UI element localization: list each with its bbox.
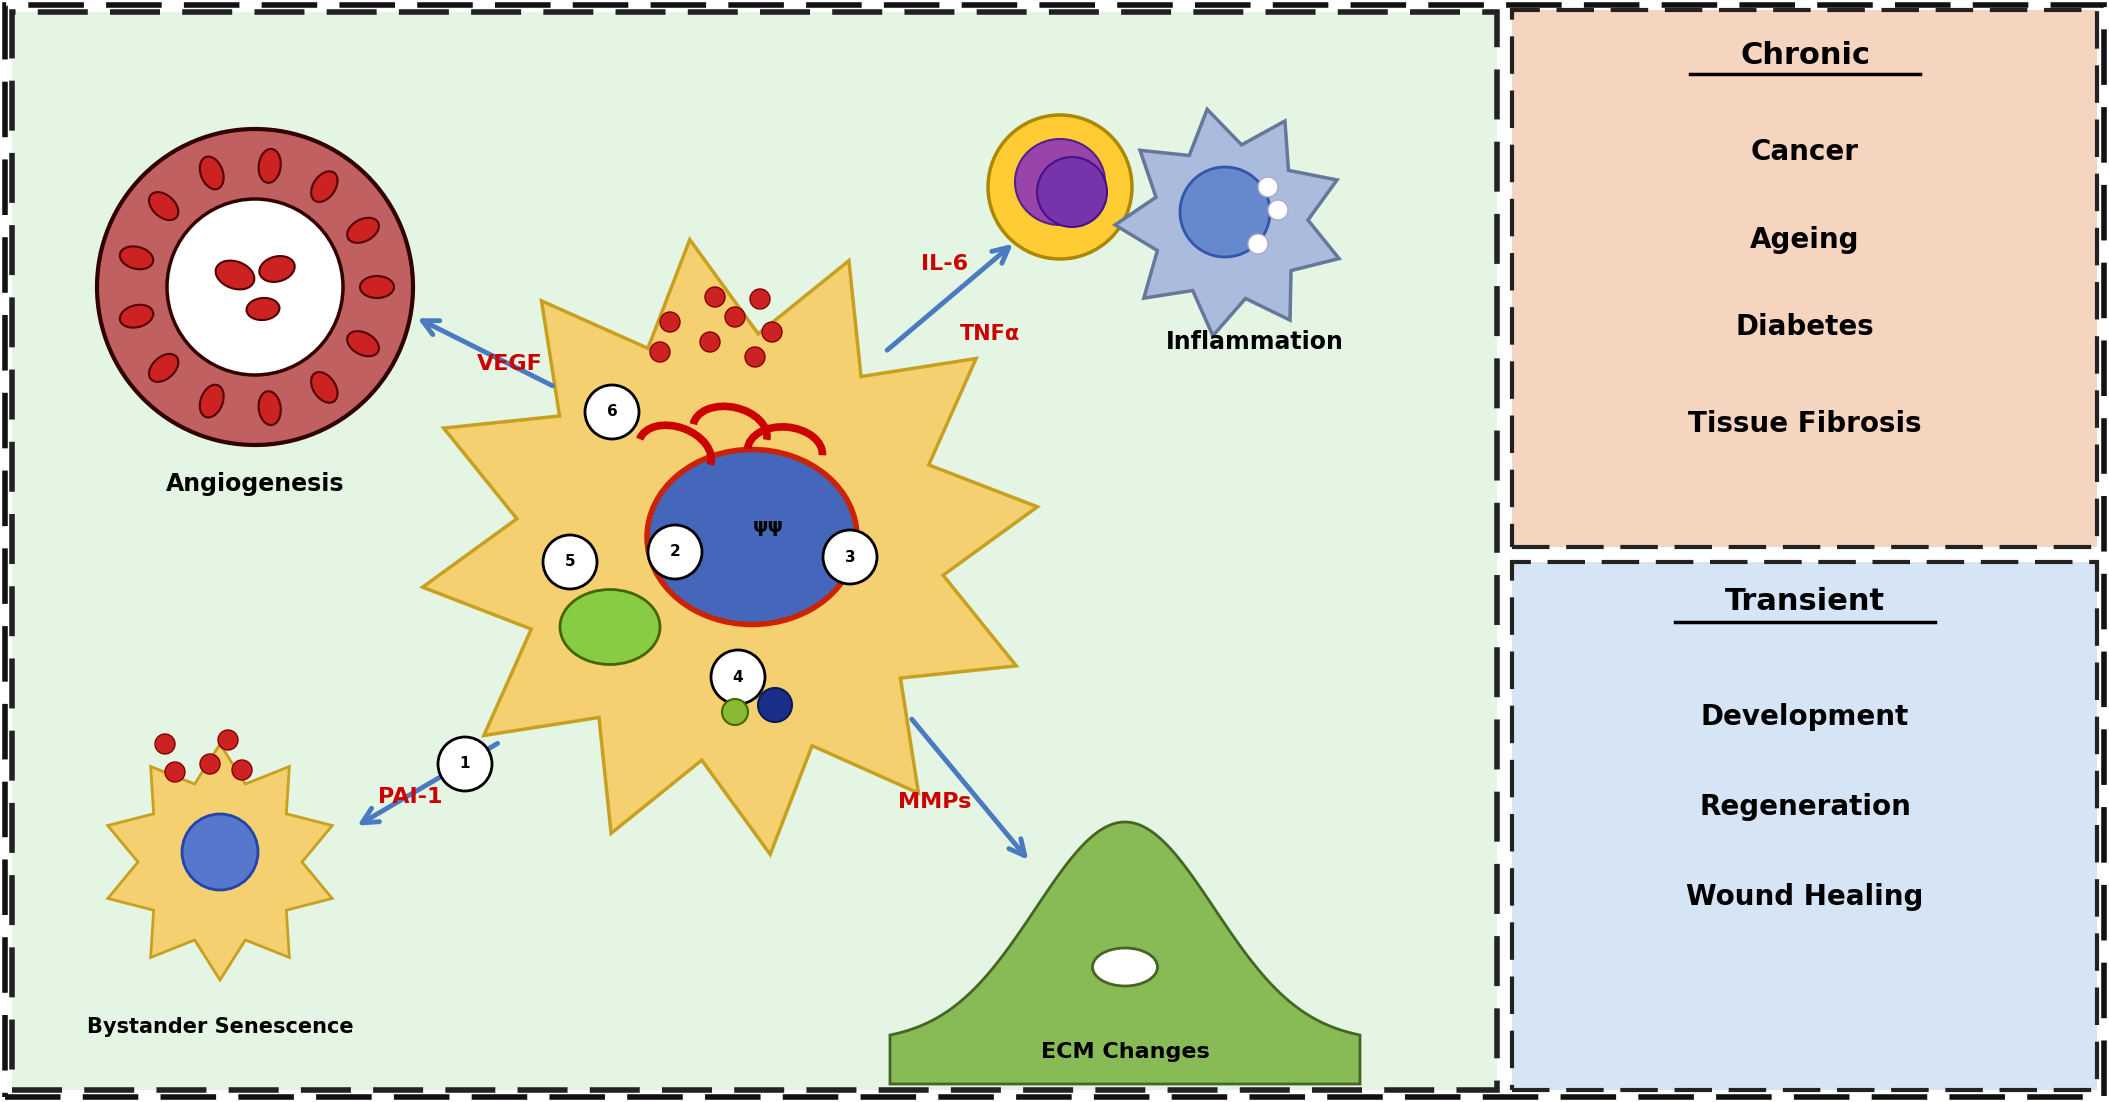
Text: MMPs: MMPs <box>898 792 972 812</box>
Text: Angiogenesis: Angiogenesis <box>167 472 344 496</box>
Circle shape <box>1268 199 1289 220</box>
Ellipse shape <box>150 192 179 220</box>
Ellipse shape <box>310 171 337 202</box>
Text: 4: 4 <box>732 670 742 684</box>
Circle shape <box>721 699 749 725</box>
Circle shape <box>650 342 671 361</box>
Ellipse shape <box>561 590 660 665</box>
Ellipse shape <box>200 156 224 190</box>
Ellipse shape <box>1014 139 1105 225</box>
Circle shape <box>1257 177 1278 197</box>
Ellipse shape <box>647 450 856 625</box>
Circle shape <box>584 385 639 439</box>
Circle shape <box>1181 168 1270 257</box>
Text: TNFα: TNFα <box>960 324 1021 344</box>
Text: Inflammation: Inflammation <box>1166 329 1343 354</box>
Circle shape <box>200 754 219 774</box>
Circle shape <box>757 688 793 722</box>
Circle shape <box>725 307 744 327</box>
Circle shape <box>542 534 597 588</box>
Circle shape <box>97 129 413 445</box>
Text: 3: 3 <box>846 550 856 564</box>
Text: 1: 1 <box>460 756 470 771</box>
Bar <box>13 12 1497 1090</box>
Text: Cancer: Cancer <box>1750 138 1858 166</box>
Text: Tissue Fibrosis: Tissue Fibrosis <box>1687 410 1921 437</box>
Text: Transient: Transient <box>1725 587 1885 616</box>
Ellipse shape <box>120 305 154 327</box>
Bar <box>1512 10 2096 547</box>
Circle shape <box>987 115 1133 259</box>
Ellipse shape <box>1092 948 1158 986</box>
Polygon shape <box>422 239 1038 854</box>
Circle shape <box>823 530 877 584</box>
Circle shape <box>1249 234 1268 253</box>
Text: 5: 5 <box>565 554 576 570</box>
Circle shape <box>217 730 238 750</box>
Circle shape <box>167 199 344 375</box>
Bar <box>1512 562 2096 1090</box>
Circle shape <box>647 525 702 579</box>
Circle shape <box>761 322 782 342</box>
Ellipse shape <box>259 391 280 425</box>
Text: 2: 2 <box>671 544 681 560</box>
Circle shape <box>439 737 491 791</box>
Ellipse shape <box>247 298 280 320</box>
Text: Ageing: Ageing <box>1750 226 1860 253</box>
Circle shape <box>154 734 175 754</box>
Polygon shape <box>108 744 333 980</box>
Ellipse shape <box>150 354 179 382</box>
Ellipse shape <box>348 218 380 242</box>
Circle shape <box>165 761 186 782</box>
Circle shape <box>181 814 257 890</box>
Circle shape <box>744 347 766 367</box>
Text: Regeneration: Regeneration <box>1700 793 1911 821</box>
Ellipse shape <box>348 332 380 356</box>
Text: ψψ: ψψ <box>753 518 785 537</box>
Ellipse shape <box>200 385 224 418</box>
Polygon shape <box>1116 109 1339 336</box>
Text: Wound Healing: Wound Healing <box>1687 883 1923 911</box>
Ellipse shape <box>310 372 337 402</box>
Circle shape <box>704 287 725 307</box>
Ellipse shape <box>259 149 280 183</box>
Text: ECM Changes: ECM Changes <box>1040 1042 1208 1062</box>
Text: Chronic: Chronic <box>1740 41 1871 69</box>
Circle shape <box>711 650 766 704</box>
Text: IL-6: IL-6 <box>922 253 968 274</box>
Circle shape <box>660 312 679 332</box>
Ellipse shape <box>120 247 154 269</box>
Text: 6: 6 <box>607 404 618 420</box>
Text: VEGF: VEGF <box>477 354 542 374</box>
Ellipse shape <box>361 276 394 298</box>
Circle shape <box>751 289 770 309</box>
Text: PAI-1: PAI-1 <box>378 787 443 807</box>
Ellipse shape <box>259 256 295 282</box>
Circle shape <box>700 332 719 352</box>
Text: Development: Development <box>1700 703 1909 731</box>
Text: Bystander Senescence: Bystander Senescence <box>86 1017 354 1037</box>
Text: Diabetes: Diabetes <box>1736 313 1875 341</box>
Circle shape <box>1038 156 1107 227</box>
Polygon shape <box>890 822 1360 1084</box>
Circle shape <box>232 760 251 780</box>
Ellipse shape <box>215 260 255 290</box>
